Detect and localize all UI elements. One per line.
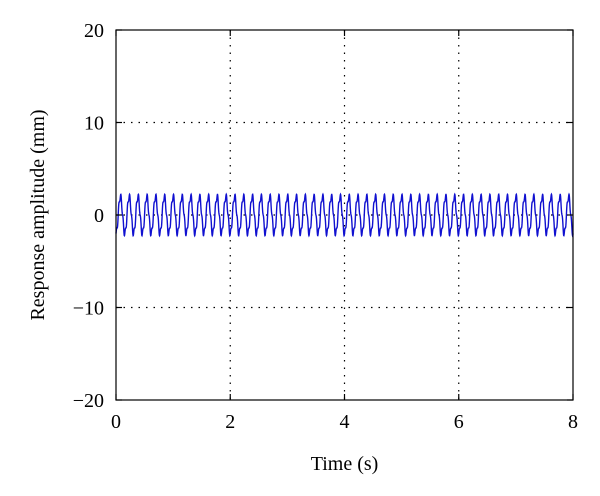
y-tick-label: −20: [73, 390, 104, 412]
x-axis-title: Time (s): [311, 453, 379, 475]
y-tick-label: −10: [73, 298, 104, 320]
series-layer: [115, 192, 574, 238]
y-tick-label: 0: [94, 205, 104, 227]
grid: [116, 30, 573, 400]
x-tick-label: 8: [568, 411, 578, 433]
x-tick-label: 4: [340, 411, 350, 433]
x-tick-labels: 0 2 4 6 8: [111, 411, 578, 433]
y-tick-label: 20: [84, 20, 104, 42]
x-tick-label: 2: [225, 411, 235, 433]
tick-marks: [115, 29, 574, 401]
x-tick-label: 0: [111, 411, 121, 433]
y-tick-label: 10: [84, 113, 104, 135]
series-line-0: [115, 192, 574, 238]
y-tick-labels: −20 −10 0 10 20: [73, 20, 104, 412]
y-axis-title: Response amplitude (mm): [27, 109, 49, 320]
x-tick-label: 6: [454, 411, 464, 433]
